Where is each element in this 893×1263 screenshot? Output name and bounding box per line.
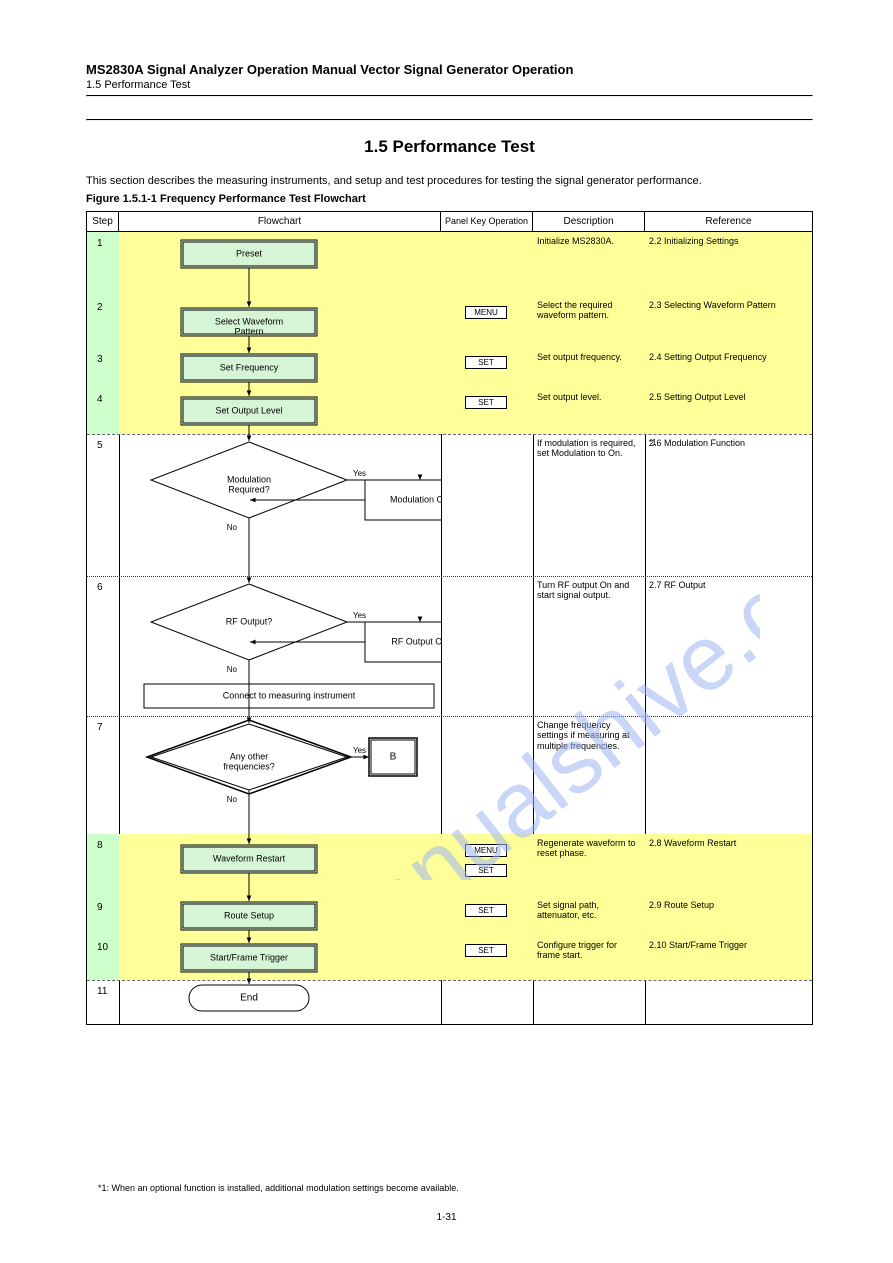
- row-description: If modulation is required, set Modulatio…: [537, 438, 641, 459]
- step-number: 9: [97, 902, 103, 914]
- header-title: MS2830A Signal Analyzer Operation Manual…: [86, 62, 813, 77]
- flow-table: Step Flowchart Panel Key Operation Descr…: [86, 211, 813, 1025]
- svg-text:Yes: Yes: [353, 746, 366, 755]
- svg-text:No: No: [227, 795, 238, 804]
- col-header-key: Panel Key Operation: [441, 212, 533, 231]
- step-number: 10: [97, 942, 108, 954]
- row-description: Change frequency settings if measuring a…: [537, 720, 641, 751]
- row-description: Select the required waveform pattern.: [537, 300, 641, 321]
- svg-text:Yes: Yes: [353, 611, 366, 620]
- step-number: 4: [97, 394, 103, 406]
- svg-text:No: No: [227, 665, 238, 674]
- svg-text:Modulation ON: Modulation ON: [390, 494, 441, 504]
- svg-text:Select Waveform: Select Waveform: [215, 316, 283, 326]
- page-number: 1-31: [0, 1212, 893, 1223]
- table-header: Step Flowchart Panel Key Operation Descr…: [87, 212, 812, 232]
- row-description: Set output level.: [537, 392, 641, 402]
- row-description: Set signal path, attenuator, etc.: [537, 900, 641, 921]
- header-rule-1: [86, 95, 813, 97]
- col-header-desc: Description: [533, 212, 645, 231]
- row-reference: 2.8 Waveform Restart: [649, 838, 799, 848]
- row-description: Regenerate waveform to reset phase.: [537, 838, 641, 859]
- panel-key-box: MENU: [465, 306, 507, 319]
- step-number: 3: [97, 354, 103, 366]
- row-reference: 2.2 Initializing Settings: [649, 236, 799, 246]
- flowchart-svg: Preset Select WaveformPattern Set Frequenc…: [119, 232, 441, 1024]
- svg-text:Route Setup: Route Setup: [224, 910, 274, 920]
- panel-key-box: SET: [465, 904, 507, 917]
- header-subtitle: 1.5 Performance Test: [86, 79, 813, 91]
- row-reference: 2.9 Route Setup: [649, 900, 799, 910]
- row-reference: 2.5 Setting Output Level: [649, 392, 799, 402]
- row-description: Set output frequency.: [537, 352, 641, 362]
- panel-key-box: MENU: [465, 844, 507, 857]
- step-number: 2: [97, 302, 103, 314]
- step-number: 8: [97, 840, 103, 852]
- col-header-ref: Reference: [645, 212, 812, 231]
- step-number: 7: [97, 722, 103, 734]
- svg-text:End: End: [240, 993, 258, 1004]
- step-number: 1: [97, 238, 103, 250]
- svg-text:No: No: [227, 523, 238, 532]
- row-description: Turn RF output On and start signal outpu…: [537, 580, 641, 601]
- col-header-flow: Flowchart: [119, 212, 441, 231]
- panel-key-box: SET: [465, 864, 507, 877]
- page-header: MS2830A Signal Analyzer Operation Manual…: [0, 0, 893, 157]
- svg-text:Yes: Yes: [353, 469, 366, 478]
- footnote: *1: When an optional function is install…: [98, 1183, 459, 1193]
- svg-text:Start/Frame Trigger: Start/Frame Trigger: [210, 952, 288, 962]
- row-reference: 2.4 Setting Output Frequency: [649, 352, 799, 362]
- svg-text:Required?: Required?: [228, 484, 270, 494]
- svg-text:frequencies?: frequencies?: [223, 761, 275, 771]
- row-reference: 2.3 Selecting Waveform Pattern: [649, 300, 799, 310]
- svg-text:Any other: Any other: [230, 751, 269, 761]
- svg-text:B: B: [390, 752, 397, 763]
- panel-key-box: SET: [465, 356, 507, 369]
- figure-title: Figure 1.5.1-1 Frequency Performance Tes…: [0, 193, 893, 205]
- panel-key-box: SET: [465, 944, 507, 957]
- svg-text:Set Frequency: Set Frequency: [220, 362, 279, 372]
- section-title: 1.5 Performance Test: [86, 137, 813, 157]
- header-rule-2: [86, 119, 813, 121]
- row-description: Initialize MS2830A.: [537, 236, 641, 246]
- reference-note: *1: [649, 438, 657, 447]
- svg-text:Connect to measuring instrumen: Connect to measuring instrument: [223, 690, 356, 700]
- panel-key-box: SET: [465, 396, 507, 409]
- svg-text:Set Output Level: Set Output Level: [215, 405, 282, 415]
- svg-text:Preset: Preset: [236, 248, 263, 258]
- flow-body: 1 Initialize MS2830A. 2.2 Initializing Set…: [87, 232, 812, 1024]
- svg-text:Modulation: Modulation: [227, 474, 271, 484]
- step-number: 6: [97, 582, 103, 594]
- svg-text:RF Output ON: RF Output ON: [391, 636, 441, 646]
- step-number: 5: [97, 440, 103, 452]
- page: manualshive.com MS2830A Signal Analyzer …: [0, 0, 893, 1263]
- step-number: 11: [97, 986, 107, 998]
- col-header-step: Step: [87, 212, 119, 231]
- row-reference: 2.7 RF Output: [649, 580, 799, 590]
- row-description: Configure trigger for frame start.: [537, 940, 641, 961]
- row-reference: 2.6 Modulation Function: [649, 438, 799, 448]
- svg-text:Waveform Restart: Waveform Restart: [213, 853, 286, 863]
- svg-text:Pattern: Pattern: [234, 326, 263, 336]
- svg-text:RF Output?: RF Output?: [226, 616, 273, 626]
- intro-text: This section describes the measuring ins…: [0, 175, 893, 187]
- row-reference: 2.10 Start/Frame Trigger: [649, 940, 799, 950]
